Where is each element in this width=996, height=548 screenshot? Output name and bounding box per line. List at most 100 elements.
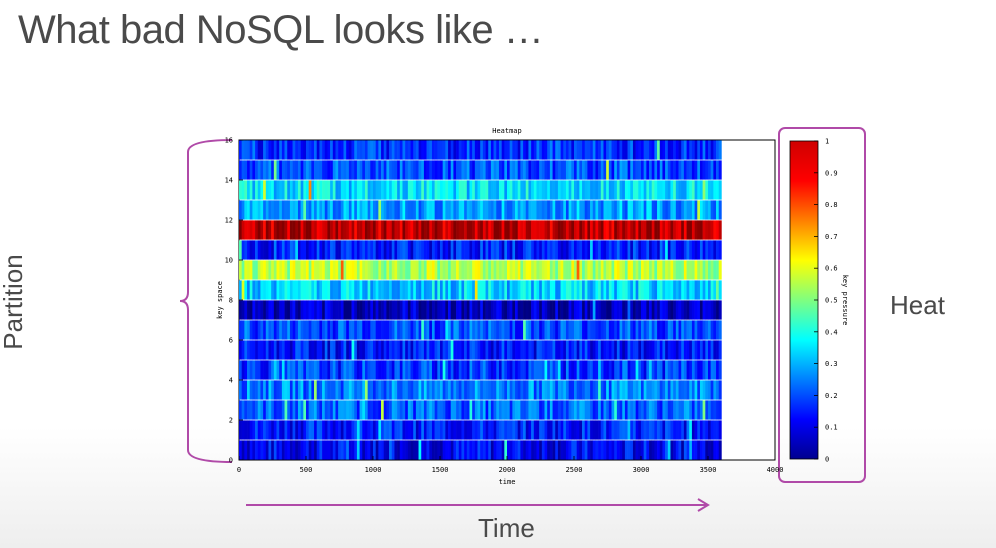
heatmap-cell bbox=[354, 260, 358, 280]
heatmap-cell bbox=[244, 140, 248, 160]
heatmap-cell bbox=[292, 300, 296, 320]
heatmap-cell bbox=[598, 420, 602, 440]
heatmap-cell bbox=[292, 320, 296, 340]
heatmap-cell bbox=[673, 360, 677, 380]
heatmap-cell bbox=[515, 160, 519, 180]
heatmap-cell bbox=[461, 200, 465, 220]
heatmap-cell bbox=[702, 400, 706, 420]
heatmap-cell bbox=[619, 380, 623, 400]
heatmap-cell bbox=[708, 200, 711, 220]
heatmap-cell bbox=[619, 340, 623, 360]
heatmap-cell bbox=[590, 360, 594, 380]
heatmap-cell bbox=[456, 420, 460, 440]
colorbar-title: key pressure bbox=[841, 275, 849, 326]
heatmap-cell bbox=[598, 240, 602, 260]
heatmap-cell bbox=[464, 180, 468, 200]
heatmap-cell bbox=[504, 300, 508, 320]
heatmap-cell bbox=[713, 440, 717, 460]
heatmap-cell bbox=[474, 240, 478, 260]
heatmap-cell bbox=[346, 180, 350, 200]
heatmap-cell bbox=[281, 420, 285, 440]
heatmap-cell bbox=[343, 180, 347, 200]
heatmap-cell bbox=[611, 140, 615, 160]
heatmap-cell bbox=[359, 260, 363, 280]
heatmap-cell bbox=[579, 180, 583, 200]
heatmap-cell bbox=[324, 140, 328, 160]
heatmap-cell bbox=[699, 400, 703, 420]
heatmap-cell bbox=[595, 240, 599, 260]
heatmap-cell bbox=[691, 380, 695, 400]
heatmap-cell bbox=[643, 200, 647, 220]
heatmap-cell bbox=[710, 380, 714, 400]
heatmap-cell bbox=[311, 160, 315, 180]
heatmap-cell bbox=[346, 440, 350, 460]
heatmap-cell bbox=[544, 440, 548, 460]
heatmap-cell bbox=[606, 320, 610, 340]
heatmap-cell bbox=[525, 340, 529, 360]
heatmap-cell bbox=[343, 140, 347, 160]
heatmap-cell bbox=[493, 220, 497, 240]
heatmap-cell bbox=[249, 340, 253, 360]
heatmap-cell bbox=[397, 360, 401, 380]
heatmap-cell bbox=[657, 160, 661, 180]
heatmap-cell bbox=[306, 400, 309, 420]
heatmap-cell bbox=[477, 260, 481, 280]
heatmap-cell bbox=[576, 420, 580, 440]
heatmap-cell bbox=[257, 380, 261, 400]
heatmap-cell bbox=[641, 180, 644, 200]
heatmap-cell bbox=[582, 440, 586, 460]
heatmap-cell bbox=[386, 260, 390, 280]
heatmap-cell bbox=[391, 360, 395, 380]
heatmap-cell bbox=[271, 300, 275, 320]
heatmap-cell bbox=[681, 140, 685, 160]
heatmap-cell bbox=[536, 180, 540, 200]
heatmap-cell bbox=[560, 180, 564, 200]
heatmap-cell bbox=[670, 200, 674, 220]
heatmap-cell bbox=[662, 380, 666, 400]
heatmap-cell bbox=[584, 220, 588, 240]
colorbar-tick-label: 0.3 bbox=[825, 360, 838, 368]
heatmap-cell bbox=[466, 300, 470, 320]
heatmap-cell bbox=[675, 240, 679, 260]
heatmap-cell bbox=[391, 420, 395, 440]
heatmap-cell bbox=[515, 340, 519, 360]
heatmap-cell bbox=[437, 260, 441, 280]
heatmap-cell bbox=[600, 280, 604, 300]
heatmap-cell bbox=[520, 300, 524, 320]
heatmap-cell bbox=[549, 200, 553, 220]
heatmap-cell bbox=[649, 140, 653, 160]
heatmap-cell bbox=[622, 280, 626, 300]
heatmap-cell bbox=[560, 240, 564, 260]
heatmap-cell bbox=[619, 200, 623, 220]
heatmap-cell bbox=[359, 200, 363, 220]
heatmap-cell bbox=[496, 320, 500, 340]
heatmap-cell bbox=[686, 140, 690, 160]
heatmap-cell bbox=[563, 160, 567, 180]
heatmap-cell bbox=[338, 260, 342, 280]
heatmap-cell bbox=[624, 220, 628, 240]
heatmap-cell bbox=[517, 320, 521, 340]
heatmap-cell bbox=[646, 360, 650, 380]
heatmap-cell bbox=[590, 400, 594, 420]
heatmap-cell bbox=[533, 300, 537, 320]
heatmap-cell bbox=[464, 320, 468, 340]
heatmap-cell bbox=[289, 200, 293, 220]
heatmap-cell bbox=[335, 200, 339, 220]
heatmap-cell bbox=[501, 380, 505, 400]
heatmap-cell bbox=[590, 260, 594, 280]
y-tick-label: 12 bbox=[225, 217, 233, 225]
heatmap-cell bbox=[327, 280, 331, 300]
heatmap-cell bbox=[297, 440, 301, 460]
heatmap-cell bbox=[547, 220, 551, 240]
heatmap-cell bbox=[488, 160, 492, 180]
heatmap-cell bbox=[289, 300, 293, 320]
heatmap-cell bbox=[456, 360, 460, 380]
heatmap-cell bbox=[319, 340, 323, 360]
heatmap-cell bbox=[351, 280, 355, 300]
heatmap-cell bbox=[549, 420, 553, 440]
heatmap-cell bbox=[622, 420, 626, 440]
heatmap-cell bbox=[576, 160, 580, 180]
heatmap-cell bbox=[464, 140, 468, 160]
heatmap-cell bbox=[624, 360, 628, 380]
heatmap-cell bbox=[547, 180, 551, 200]
